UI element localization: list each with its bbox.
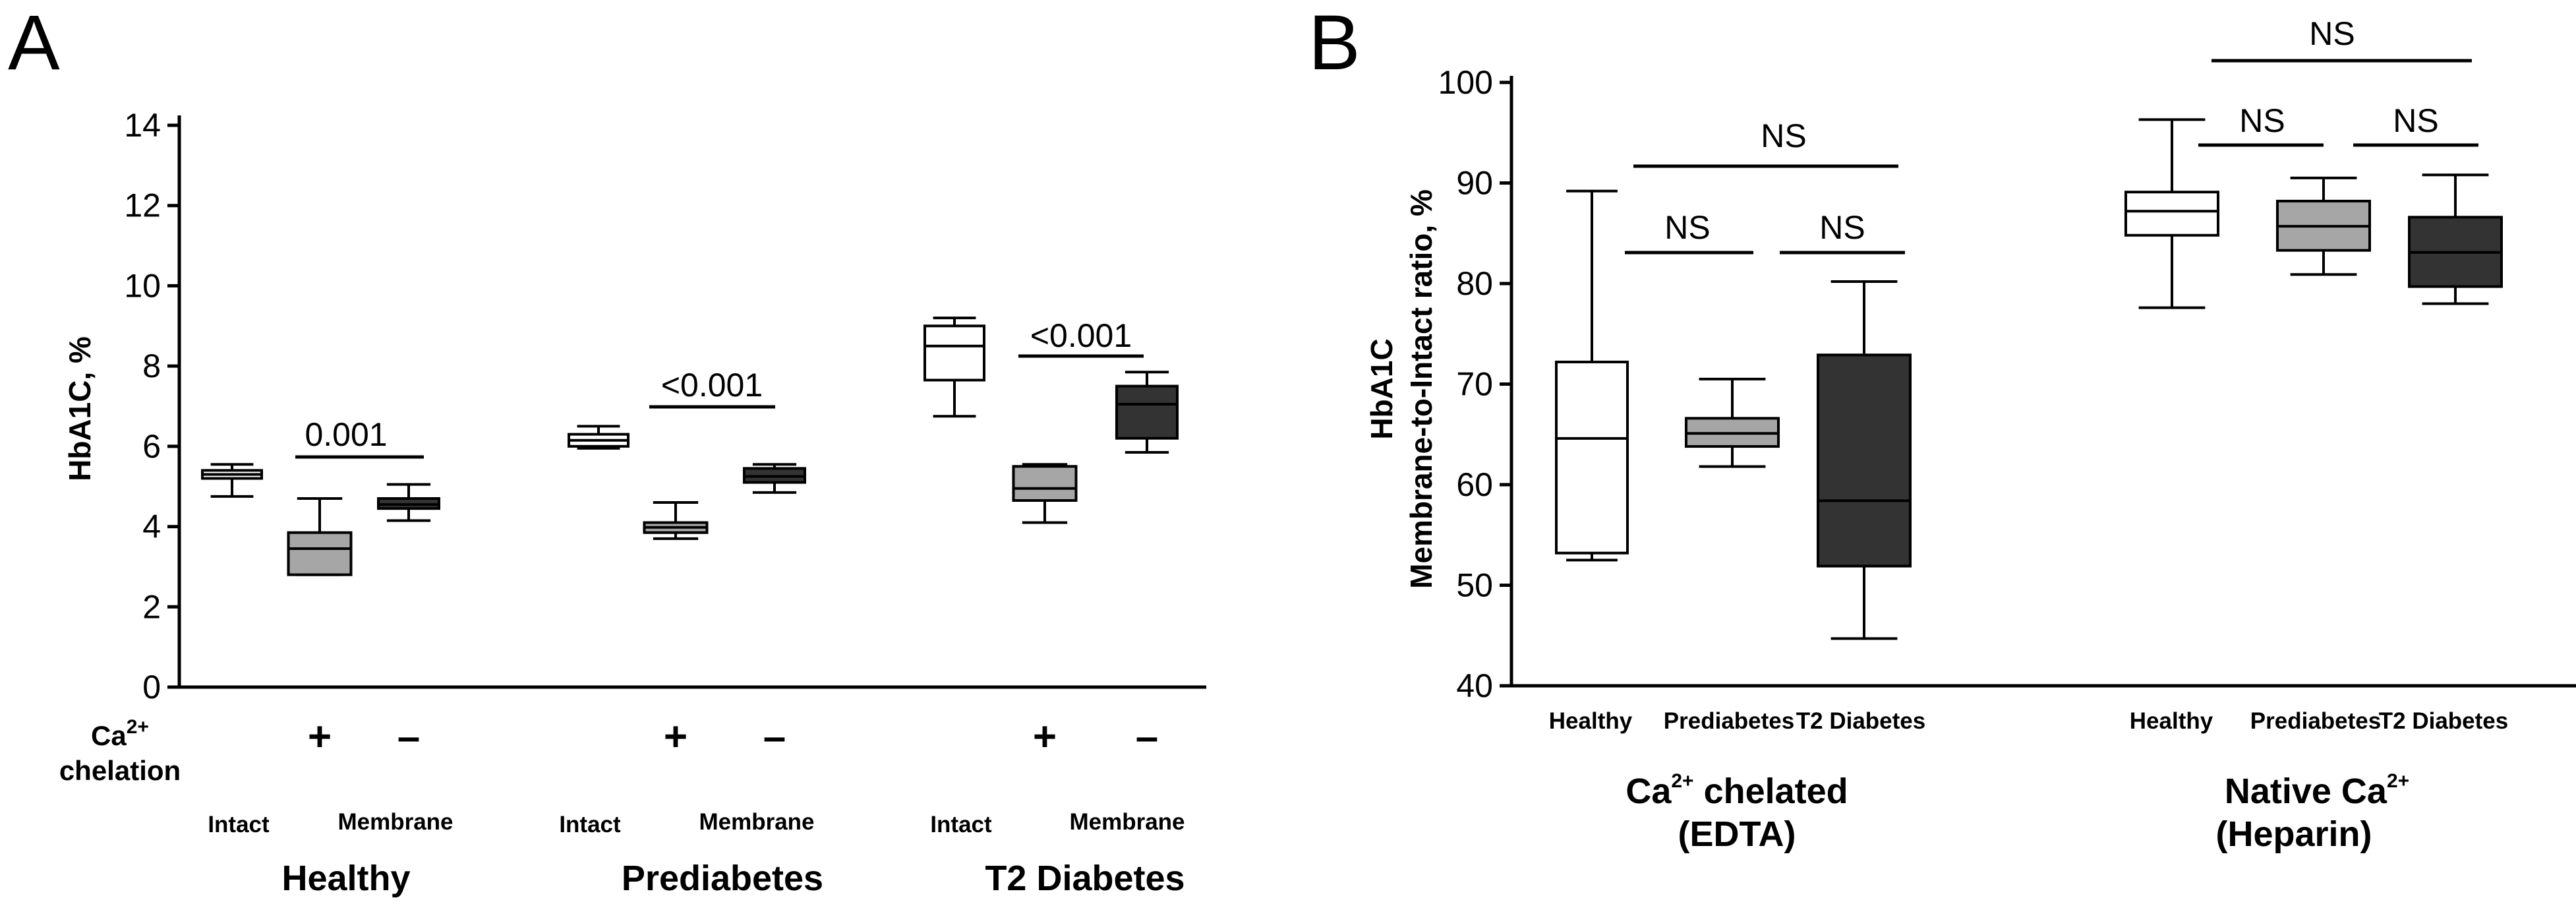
box-heparin-t2-diabetes	[2408, 173, 2503, 305]
box-t2-diabetes-membrane-native-iqr-box	[1115, 384, 1179, 440]
box-healthy-membrane-native	[377, 483, 440, 522]
panel-b-boxes	[1555, 118, 2503, 640]
chelation-plus-prediabetes: +	[664, 714, 688, 760]
comparison-label-prediabetes: <0.001	[661, 367, 763, 404]
box-prediabetes-membrane-native	[743, 463, 806, 494]
group-label-heparin-line2: (Heparin)	[2215, 814, 2372, 854]
panel-b: B HbA1C Membrane-to-Intact ratio, % 40 50…	[1308, 0, 2576, 854]
box-heparin-healthy	[2124, 118, 2219, 309]
comparison-label-edta-healthy-prediabetes: NS	[1664, 209, 1710, 246]
chelation-label: Ca2+	[91, 716, 149, 751]
panel-b-y-tick-label-0: 40	[1456, 667, 1493, 704]
box-prediabetes-membrane-chelated	[643, 501, 709, 540]
box-edta-prediabetes	[1685, 377, 1780, 468]
comparison-label-heparin-healthy-prediabetes: NS	[2239, 102, 2285, 139]
panel-a: A HbA1C, % 0 2 4 6 8 10 12 14 0.001 <0.001 <0.0…	[8, 0, 1206, 898]
panel-a-boxes	[201, 317, 1179, 576]
panel-a-y-axis-label: HbA1C, %	[63, 336, 97, 481]
category-label-edta-healthy: Healthy	[1549, 708, 1633, 734]
category-label-heparin-t2-diabetes: T2 Diabetes	[2379, 708, 2508, 734]
comparison-label-t2-diabetes: <0.001	[1030, 317, 1132, 354]
panel-a-y-tick-label-6: 12	[124, 187, 161, 224]
sample-label-membrane-prediabetes: Membrane	[699, 809, 814, 835]
group-label-edta-line2: (EDTA)	[1678, 814, 1796, 854]
group-label-healthy: Healthy	[281, 859, 410, 898]
panel-a-y-tick-label-1: 2	[142, 588, 161, 625]
sample-label-membrane-t2-diabetes: Membrane	[1069, 809, 1185, 835]
panel-b-y-tick-label-5: 90	[1456, 165, 1493, 202]
box-edta-t2-diabetes	[1817, 280, 1912, 640]
chelation-minus-t2-diabetes: –	[1136, 714, 1158, 760]
sample-label-intact-prediabetes: Intact	[559, 812, 621, 837]
panel-b-y-tick-label-4: 80	[1456, 265, 1493, 302]
sample-label-intact-t2-diabetes: Intact	[930, 812, 992, 837]
box-t2-diabetes-membrane-chelated-iqr-box	[1012, 465, 1078, 502]
box-prediabetes-intact	[568, 425, 629, 450]
panel-b-y-tick-label-2: 60	[1456, 466, 1493, 503]
chelation-plus-healthy: +	[308, 714, 332, 760]
box-healthy-membrane-chelated-iqr-box	[287, 531, 353, 576]
chelation-plus-t2-diabetes: +	[1033, 714, 1057, 760]
box-edta-t2-diabetes-iqr-box	[1817, 353, 1912, 568]
comparison-label-healthy: 0.001	[305, 416, 387, 453]
box-heparin-prediabetes	[2276, 176, 2371, 276]
box-edta-healthy	[1555, 189, 1629, 562]
box-healthy-intact	[201, 463, 263, 498]
box-t2-diabetes-membrane-chelated	[1012, 463, 1078, 524]
panel-a-y-tick-label-7: 14	[124, 107, 161, 144]
panel-b-y-axis-label-line2: Membrane-to-Intact ratio, %	[1404, 189, 1438, 589]
group-label-prediabetes: Prediabetes	[622, 859, 823, 898]
box-t2-diabetes-intact-iqr-box	[923, 324, 985, 382]
comparison-label-heparin-healthy-t2: NS	[2309, 15, 2355, 52]
category-label-heparin-healthy: Healthy	[2130, 708, 2213, 734]
comparison-label-edta-prediabetes-t2: NS	[1819, 209, 1865, 246]
panel-a-y-tick-label-2: 4	[142, 508, 161, 545]
panel-b-y-axis-label-line1: HbA1C	[1364, 338, 1399, 439]
panel-a-y-tick-label-0: 0	[142, 669, 161, 706]
comparison-label-heparin-prediabetes-t2: NS	[2393, 102, 2438, 139]
category-label-edta-t2-diabetes: T2 Diabetes	[1796, 708, 1925, 734]
panel-b-y-tick-label-6: 100	[1438, 64, 1493, 101]
sample-label-membrane-healthy: Membrane	[337, 809, 453, 835]
box-edta-healthy-iqr-box	[1555, 360, 1629, 555]
chelation-label-line2: chelation	[59, 755, 181, 786]
box-t2-diabetes-intact	[923, 317, 985, 418]
panel-a-y-tick-label-5: 10	[124, 267, 161, 304]
sample-label-intact-healthy: Intact	[208, 812, 270, 837]
comparison-label-edta-healthy-t2: NS	[1761, 117, 1806, 154]
category-label-heparin-prediabetes: Prediabetes	[2250, 708, 2381, 734]
chelation-minus-healthy: –	[397, 714, 420, 760]
box-t2-diabetes-membrane-native	[1115, 371, 1179, 454]
panel-b-y-tick-label-1: 50	[1456, 567, 1493, 604]
panel-b-y-tick-label-3: 70	[1456, 366, 1493, 403]
panel-b-y-axis: 40 50 60 70 80 90 100	[1438, 64, 1511, 704]
box-healthy-membrane-chelated	[287, 497, 353, 576]
panel-a-y-tick-label-4: 8	[142, 348, 161, 384]
chelation-minus-prediabetes: –	[763, 714, 786, 760]
panel-a-label: A	[8, 0, 60, 86]
category-label-edta-prediabetes: Prediabetes	[1664, 708, 1794, 734]
panel-b-label: B	[1308, 0, 1361, 86]
panel-a-y-axis: 0 2 4 6 8 10 12 14	[124, 107, 179, 706]
group-label-edta-line1: Ca2+ chelated	[1625, 770, 1848, 811]
box-heparin-healthy-iqr-box	[2124, 191, 2219, 237]
panel-a-y-tick-label-3: 6	[142, 428, 161, 465]
group-label-t2-diabetes: T2 Diabetes	[985, 859, 1185, 898]
group-label-heparin-line1: Native Ca2+	[2225, 770, 2409, 811]
